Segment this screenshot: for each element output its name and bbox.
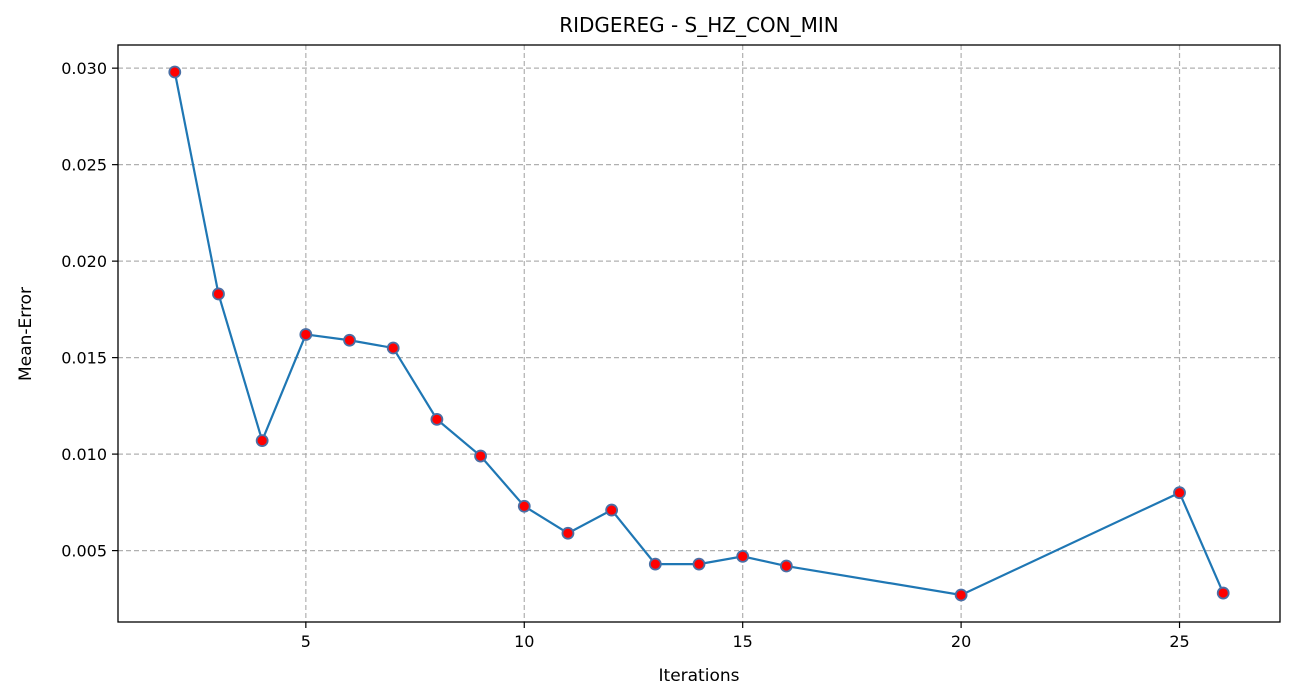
y-tick-label: 0.005: [61, 542, 107, 561]
plot-frame: [117, 44, 1281, 623]
y-axis-label: Mean-Error: [16, 287, 36, 381]
y-tick-label: 0.030: [61, 59, 107, 78]
x-tick-label: 20: [951, 632, 971, 651]
x-axis-label: Iterations: [659, 666, 740, 686]
data-point: [517, 499, 531, 513]
data-point: [386, 341, 400, 355]
series-line: [173, 71, 1225, 597]
y-tick-label: 0.020: [61, 252, 107, 271]
x-tick-label: 10: [514, 632, 534, 651]
y-tick-label: 0.010: [61, 445, 107, 464]
data-point: [692, 557, 706, 571]
grid: [118, 45, 1280, 622]
data-point: [648, 557, 662, 571]
ticks: 5 10 15 20 25 0.005 0.010 0.015 0.020 0.025 0.030: [61, 59, 1190, 651]
data-point: [212, 287, 225, 301]
data-point: [474, 449, 487, 463]
x-tick-label: 25: [1169, 632, 1189, 651]
data-point: [561, 526, 575, 540]
data-point: [605, 503, 619, 517]
data-point: [168, 65, 182, 79]
data-point: [736, 549, 750, 563]
data-point: [255, 434, 269, 448]
data-point: [954, 588, 968, 602]
data-point: [1173, 486, 1186, 500]
x-tick-label: 15: [733, 632, 753, 651]
y-tick-label: 0.025: [61, 156, 107, 175]
series-layer: [168, 65, 1230, 602]
data-point: [1216, 586, 1230, 600]
chart-title: RIDGEREG - S_HZ_CON_MIN: [559, 13, 839, 37]
x-tick-label: 5: [301, 632, 311, 651]
data-point: [430, 412, 444, 426]
data-point: [343, 333, 356, 347]
data-point: [299, 328, 313, 341]
data-point: [779, 559, 793, 573]
y-tick-label: 0.015: [61, 349, 107, 368]
